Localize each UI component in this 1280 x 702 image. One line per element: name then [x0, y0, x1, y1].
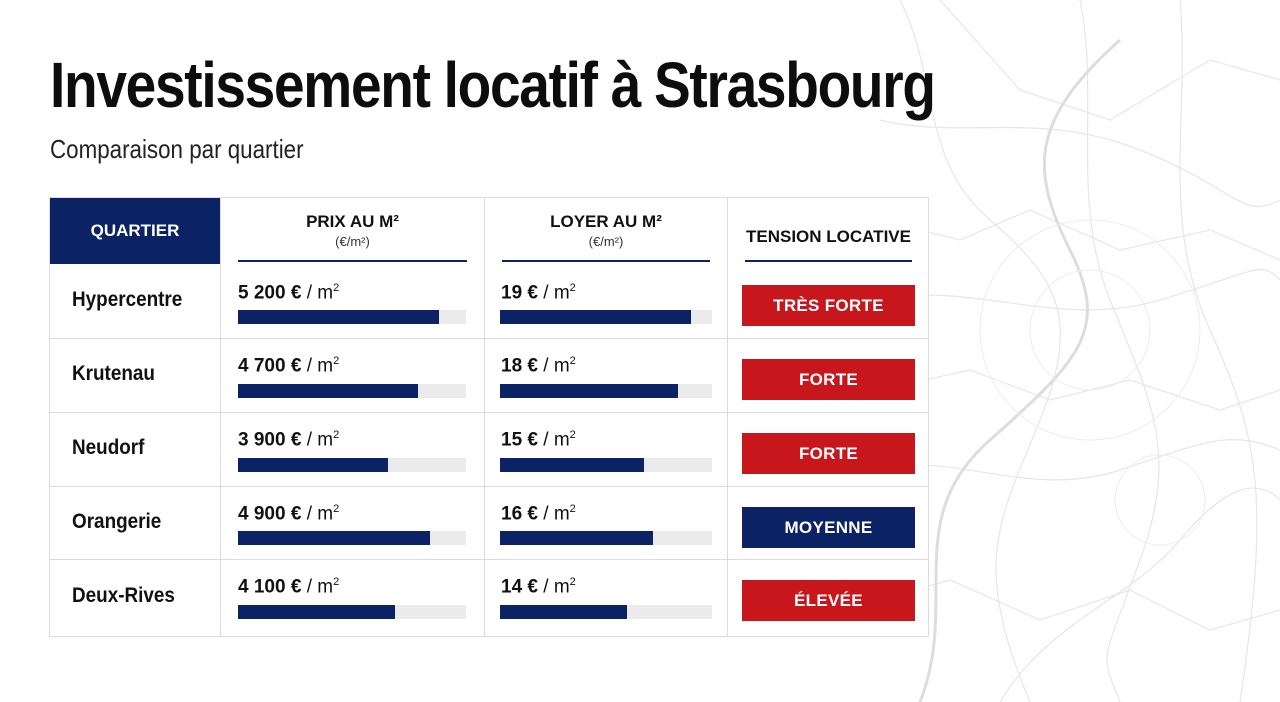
unit-exponent: 2 — [333, 503, 340, 515]
prix-value: 4 700 € / m2 — [238, 355, 339, 377]
header-prix-label: PRIX AU M² — [306, 212, 399, 231]
loyer-amount: 14 € — [501, 576, 538, 598]
loyer-value: 16 € / m2 — [501, 503, 576, 525]
loyer-amount: 15 € — [501, 429, 538, 451]
column-separator — [727, 198, 728, 636]
unit-label: / m — [306, 503, 334, 525]
header-underline — [745, 260, 912, 262]
page-title: Investissement locatif à Strasbourg — [50, 49, 936, 121]
loyer-bar — [500, 458, 645, 472]
header-loyer-unit: (€/m²) — [588, 234, 624, 249]
prix-bar-track — [238, 384, 466, 398]
unit-label: / m — [543, 503, 570, 525]
prix-bar — [238, 310, 439, 324]
prix-value: 4 900 € / m2 — [238, 503, 339, 525]
row-separator — [50, 338, 928, 339]
prix-amount: 4 700 € — [238, 355, 302, 377]
column-separator — [484, 198, 485, 636]
header-loyer: LOYER AU M² (€/m²) — [485, 198, 727, 264]
unit-exponent: 2 — [333, 576, 340, 588]
row-separator — [50, 412, 928, 413]
tension-badge: FORTE — [742, 359, 915, 400]
quartier-name: Neudorf — [72, 436, 145, 459]
tension-badge: FORTE — [742, 433, 915, 474]
unit-label: / m — [306, 429, 334, 451]
header-prix-unit: (€/m²) — [335, 234, 370, 249]
unit-exponent: 2 — [569, 355, 576, 367]
unit-exponent: 2 — [569, 282, 576, 294]
unit-label: / m — [306, 355, 334, 377]
loyer-bar-track — [500, 310, 712, 324]
loyer-bar-track — [500, 605, 712, 619]
unit-label: / m — [306, 282, 334, 304]
loyer-bar-track — [500, 384, 712, 398]
loyer-bar — [500, 531, 653, 545]
loyer-value: 18 € / m2 — [501, 355, 576, 377]
quartier-name: Hypercentre — [72, 288, 183, 311]
header-loyer-label: LOYER AU M² — [550, 212, 662, 231]
unit-exponent: 2 — [569, 429, 576, 441]
loyer-value: 15 € / m2 — [501, 429, 576, 451]
loyer-value: 14 € / m2 — [501, 576, 576, 598]
column-separator — [220, 198, 221, 636]
unit-label: / m — [543, 355, 570, 377]
prix-amount: 3 900 € — [238, 429, 302, 451]
prix-amount: 5 200 € — [238, 282, 302, 304]
page-subtitle: Comparaison par quartier — [50, 134, 304, 164]
unit-exponent: 2 — [569, 503, 576, 515]
prix-bar-track — [238, 531, 466, 545]
quartier-name: Orangerie — [72, 510, 162, 533]
prix-bar-track — [238, 458, 466, 472]
prix-bar — [238, 531, 430, 545]
loyer-value: 19 € / m2 — [501, 282, 576, 304]
header-tension: TENSION LOCATIVE — [728, 198, 929, 264]
loyer-bar — [500, 605, 628, 619]
loyer-bar — [500, 310, 691, 324]
unit-exponent: 2 — [569, 576, 576, 588]
loyer-amount: 19 € — [501, 282, 538, 304]
prix-bar — [238, 605, 396, 619]
prix-value: 3 900 € / m2 — [238, 429, 339, 451]
unit-label: / m — [543, 576, 570, 598]
unit-label: / m — [543, 429, 570, 451]
row-separator — [50, 486, 928, 487]
prix-bar — [238, 384, 419, 398]
header-prix: PRIX AU M² (€/m²) — [221, 198, 484, 264]
header-quartier: QUARTIER — [50, 198, 220, 264]
quartier-name: Deux-Rives — [72, 584, 175, 607]
prix-amount: 4 900 € — [238, 503, 302, 525]
prix-amount: 4 100 € — [238, 576, 302, 598]
header-underline — [502, 260, 710, 262]
loyer-bar — [500, 384, 679, 398]
loyer-amount: 16 € — [501, 503, 538, 525]
map-background — [880, 0, 1280, 702]
loyer-amount: 18 € — [501, 355, 538, 377]
unit-exponent: 2 — [333, 355, 340, 367]
unit-label: / m — [543, 282, 570, 304]
tension-badge: TRÈS FORTE — [742, 285, 915, 326]
prix-value: 5 200 € / m2 — [238, 282, 339, 304]
tension-badge: ÉLEVÉE — [742, 580, 915, 621]
prix-bar-track — [238, 310, 466, 324]
prix-value: 4 100 € / m2 — [238, 576, 339, 598]
loyer-bar-track — [500, 458, 712, 472]
unit-exponent: 2 — [333, 282, 340, 294]
header-tension-label: TENSION LOCATIVE — [746, 227, 911, 246]
tension-badge: MOYENNE — [742, 507, 915, 548]
unit-label: / m — [306, 576, 334, 598]
loyer-bar-track — [500, 531, 712, 545]
quartier-name: Krutenau — [72, 362, 155, 385]
unit-exponent: 2 — [333, 429, 340, 441]
header-underline — [238, 260, 467, 262]
prix-bar-track — [238, 605, 466, 619]
prix-bar — [238, 458, 389, 472]
comparison-table: QUARTIER PRIX AU M² (€/m²) LOYER AU M² (… — [49, 197, 929, 637]
row-separator — [50, 559, 928, 560]
